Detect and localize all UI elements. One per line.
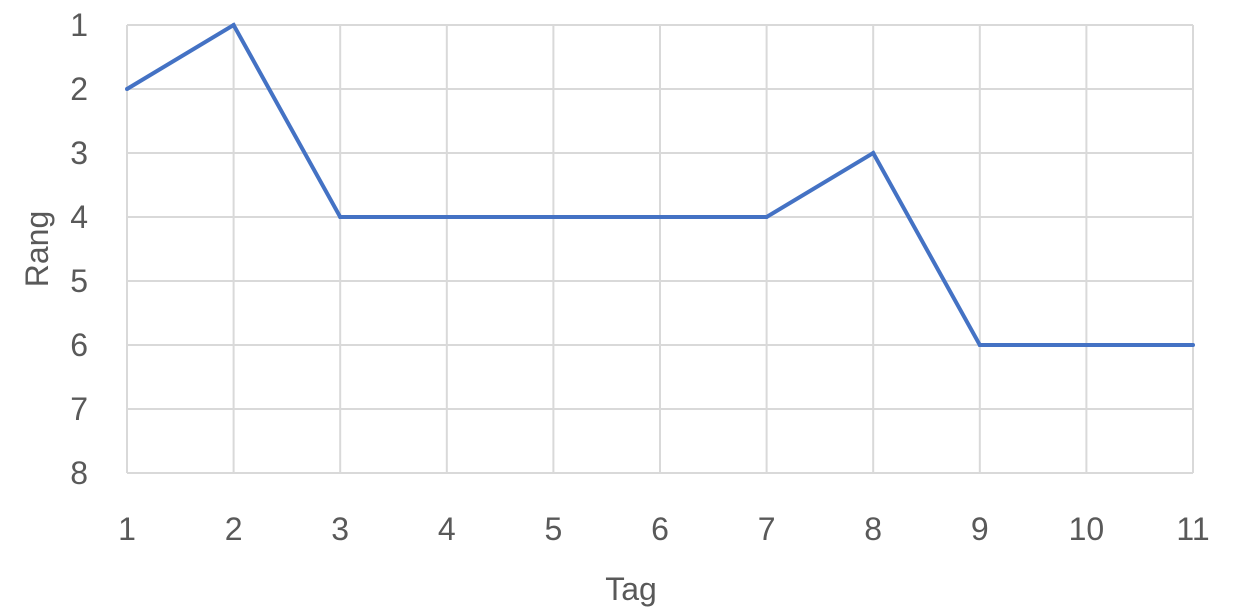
x-axis-tick-labels: 1 2 3 4 5 6 7 8 9 10 11 <box>118 511 1210 547</box>
data-point <box>444 215 449 219</box>
x-axis-title: Tag <box>605 571 657 607</box>
series-layer <box>125 22 1195 347</box>
data-point <box>125 87 129 91</box>
x-tick-label: 8 <box>864 511 882 547</box>
x-tick-label: 7 <box>758 511 776 547</box>
data-point <box>977 343 982 347</box>
data-point <box>551 215 556 219</box>
x-tick-label: 2 <box>225 511 243 547</box>
y-tick-label: 2 <box>70 71 88 107</box>
data-point <box>871 151 876 155</box>
data-point <box>764 215 769 219</box>
grid <box>126 24 1194 474</box>
data-point <box>338 215 343 219</box>
data-point <box>1191 343 1195 347</box>
x-tick-label: 11 <box>1176 511 1209 547</box>
x-tick-label: 5 <box>545 511 563 547</box>
x-tick-label: 10 <box>1069 511 1105 547</box>
x-tick-label: 6 <box>651 511 669 547</box>
y-tick-label: 3 <box>70 135 88 171</box>
data-point <box>1084 343 1089 347</box>
y-axis-title: Rang <box>19 211 55 288</box>
y-tick-label: 8 <box>70 455 88 491</box>
x-tick-label: 4 <box>438 511 456 547</box>
y-tick-label: 4 <box>70 199 88 235</box>
y-tick-label: 6 <box>70 327 88 363</box>
x-tick-label: 1 <box>118 511 136 547</box>
y-tick-label: 5 <box>70 263 88 299</box>
y-tick-label: 7 <box>70 391 88 427</box>
y-axis-tick-labels: 1 2 3 4 5 6 7 8 <box>70 7 88 491</box>
data-point <box>231 23 236 27</box>
x-tick-label: 9 <box>971 511 989 547</box>
data-point <box>658 215 662 219</box>
y-tick-label: 1 <box>70 7 88 43</box>
x-tick-label: 3 <box>331 511 349 547</box>
